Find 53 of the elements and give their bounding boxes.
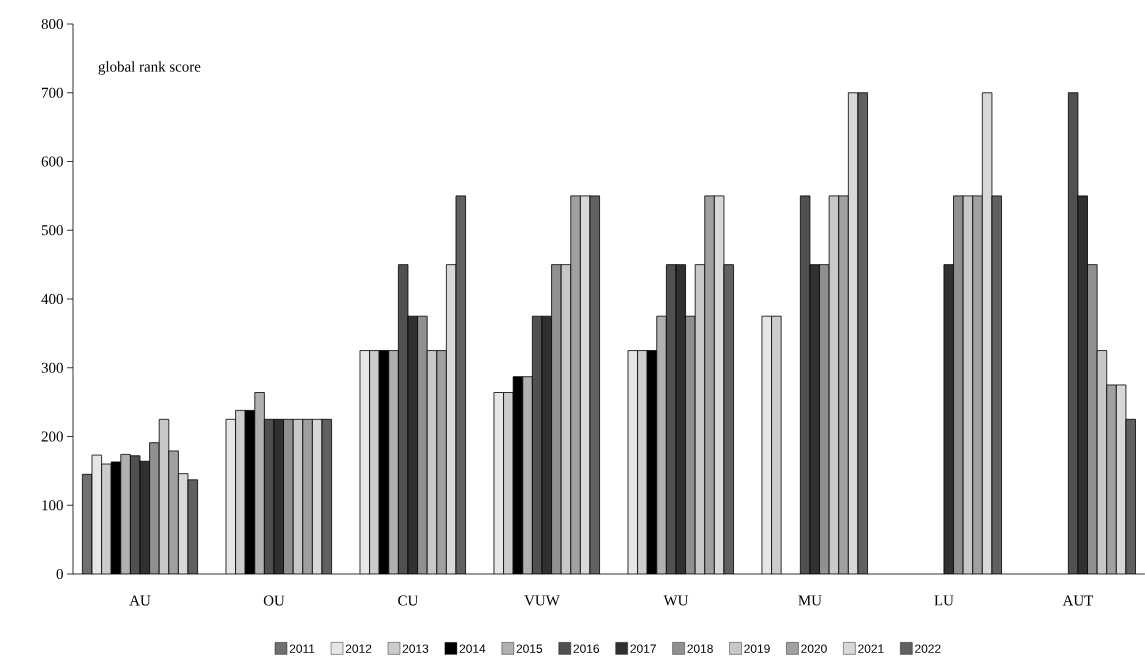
x-tick-label: OU (263, 595, 285, 606)
bar (235, 410, 246, 574)
bar (436, 350, 447, 574)
x-tick-label: VUW (524, 595, 560, 606)
legend-label: 2013 (402, 644, 429, 653)
bar (254, 392, 265, 574)
y-tick-label: 600 (41, 156, 63, 167)
bar (522, 376, 533, 574)
legend-label: 2022 (915, 644, 941, 653)
bar (685, 316, 696, 574)
bar (570, 195, 581, 574)
legend-label: 2021 (858, 644, 884, 653)
bar (120, 454, 131, 574)
legend-label: 2020 (801, 644, 827, 653)
bar (704, 195, 715, 574)
y-tick-label: 400 (41, 293, 63, 305)
bar (656, 315, 667, 574)
bar (551, 264, 562, 574)
legend-label: 2016 (573, 644, 600, 653)
y-tick-label: 200 (41, 431, 63, 442)
bar (369, 350, 380, 574)
legend-label: 2012 (345, 644, 372, 653)
x-tick-label: LU (934, 595, 954, 606)
legend-label: 2017 (630, 644, 656, 653)
x-tick-label: AU (129, 595, 151, 606)
x-tick-label: MU (798, 595, 822, 606)
bar (972, 195, 983, 574)
bar (149, 442, 160, 574)
bar (101, 464, 112, 574)
y-tick-label: 700 (42, 87, 63, 98)
bar (1106, 384, 1117, 574)
bar (283, 419, 294, 574)
bar (302, 419, 313, 574)
legend-label: 2018 (687, 644, 713, 653)
y-tick-label: 0 (56, 568, 63, 580)
x-tick-label: AUT (1062, 595, 1094, 606)
legend-label: 2011 (289, 644, 315, 653)
legend-label: 2014 (459, 644, 486, 653)
y-tick-label: 100 (42, 500, 63, 511)
y-tick-label: 300 (41, 362, 63, 373)
x-tick-label: WU (663, 595, 689, 606)
x-tick-label: CU (398, 595, 419, 606)
legend-label: 2019 (744, 644, 770, 653)
bar (417, 316, 428, 574)
bar (168, 450, 179, 574)
bar (388, 350, 399, 574)
y-tick-label: 500 (41, 225, 63, 236)
y-tick-label: 800 (41, 18, 63, 30)
bar (838, 195, 849, 574)
bar (637, 350, 648, 574)
legend-label: 2015 (516, 644, 543, 653)
bar (503, 392, 514, 574)
annotation: global rank score (98, 61, 201, 75)
